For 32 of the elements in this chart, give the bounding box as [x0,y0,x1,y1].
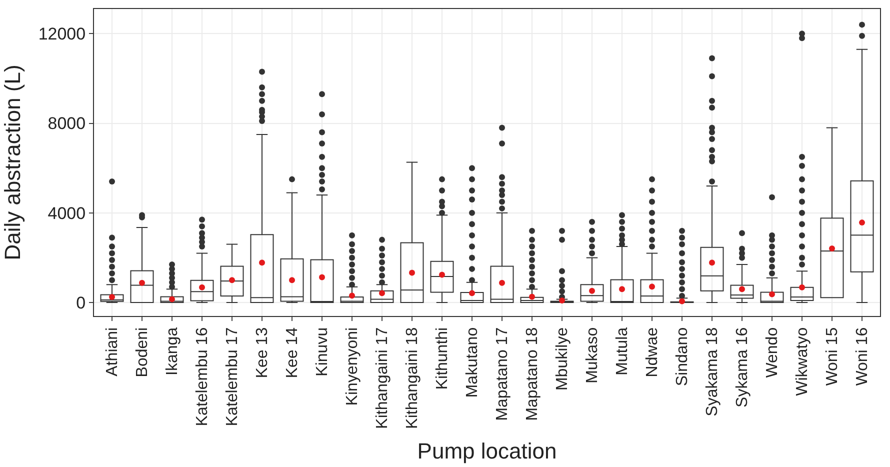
x-tick-label: Kinyenyoni [344,327,362,406]
x-tick-label: Katelembu 16 [194,327,212,426]
x-tick-label: Katelembu 17 [224,327,242,426]
x-tick-label: Kinuvu [314,327,332,376]
y-tick-label: 4000 [48,204,86,223]
x-tick-label: Ikanga [164,327,182,376]
x-tick-label: Makutano [464,327,482,398]
y-axis-title: Daily abstraction (L) [0,64,25,260]
x-tick-label: Sykama 16 [734,327,752,408]
x-tick-label: Kithangaini 17 [374,327,392,429]
x-tick-label: Bodeni [134,327,152,378]
x-tick-label: Wendo [764,327,782,378]
y-tick-label: 12000 [38,24,86,44]
x-tick-label: Woni 16 [854,327,872,386]
x-tick-label: Woni 15 [824,327,842,386]
x-axis-title: Pump location [417,438,557,464]
x-tick-label: Sindano [674,327,692,386]
x-tick-label: Mutula [614,327,632,376]
x-tick-label: Kithunthi [434,327,452,390]
x-tick-label: Athiani [104,327,122,376]
x-tick-label: Mapatano 17 [494,327,512,421]
x-tick-label: Kee 14 [284,327,302,378]
x-tick-label: Mapatano 18 [524,327,542,421]
x-tick-label: Syakama 18 [704,327,722,416]
x-tick-label: Ndwae [644,327,662,378]
x-tick-label: Kithangaini 18 [404,327,422,429]
x-tick-label: Wikwatyo [794,327,812,396]
x-tick-label: Mbukilye [554,327,572,391]
y-tick-label: 8000 [48,114,86,134]
x-tick-label: Mukaso [584,327,602,384]
x-tick-label: Kee 13 [254,327,272,378]
y-tick-label: 0 [76,294,86,312]
